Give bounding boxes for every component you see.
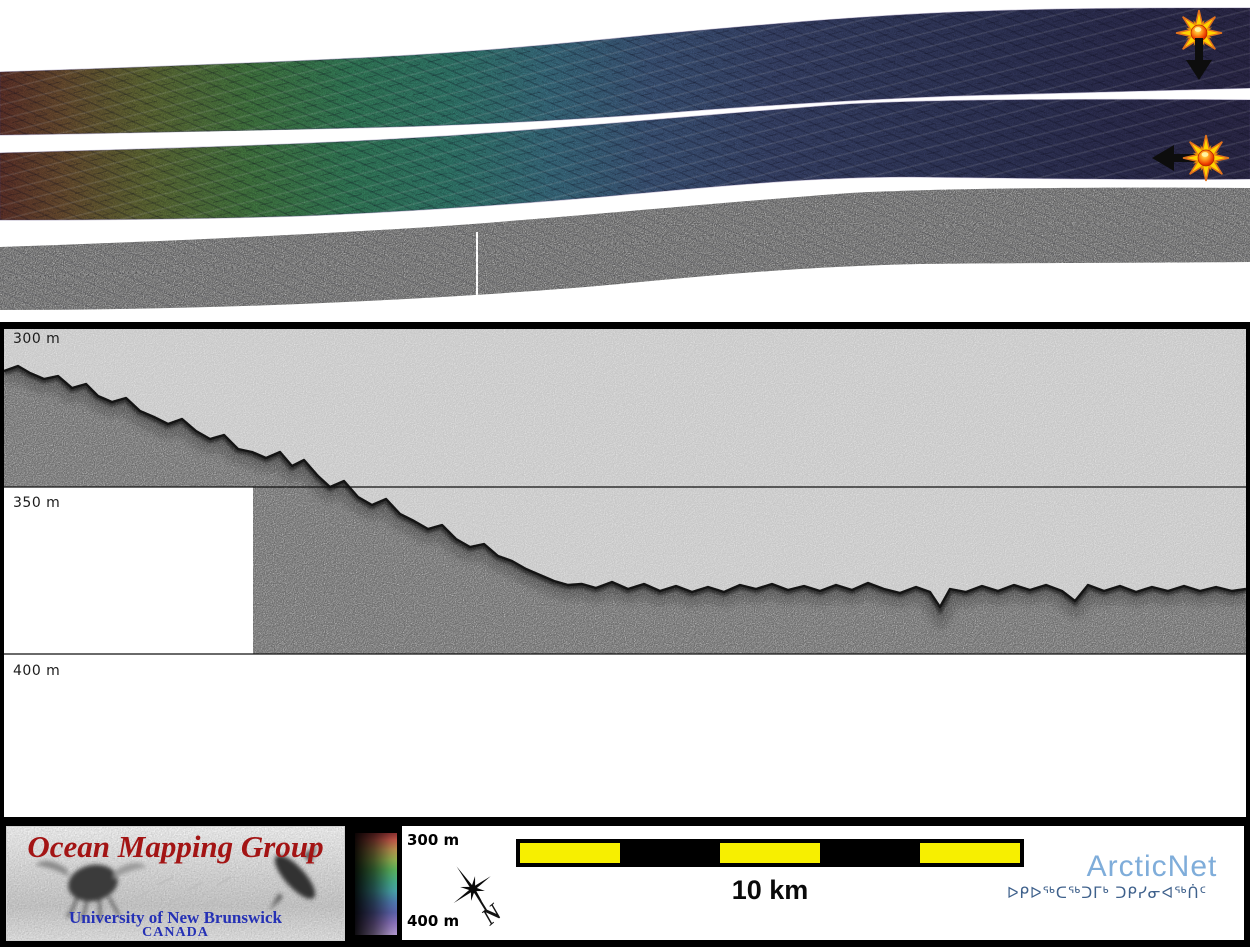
omg-title: Ocean Mapping Group [27,829,324,864]
arcticnet-inuktitut-text: ᐅᑭᐅᖅᑕᖅᑐᒥᒃ ᑐᑭᓯᓂᐊᖅᑏᑦ [1007,884,1207,902]
depth-label-400m: 400 m [13,663,61,679]
seafloor-trace [3,364,1247,609]
legend-panel: 300 m 400 m N 10 km ArcticNet ᐅᑭᐅᖅᑕᖅᑐᒥᒃ … [402,826,1244,940]
colorbar-label-300m: 300 m [407,831,460,849]
scale-bar-segment [720,843,820,863]
north-arrow-icon: N [453,866,508,931]
arcticnet-logo: ArcticNet [1086,850,1218,883]
sun-illumination-down-icon [1175,9,1223,80]
colorbar-label-400m: 400 m [407,912,460,930]
sidescan-streaks [134,876,232,908]
subbottom-profile-panel: 300 m 350 m 400 m [0,322,1250,823]
profile-border-top [0,322,1250,329]
scale-bar-segment [920,843,1020,863]
depth-label-350m: 350 m [13,495,61,511]
fish-silhouette-right [269,845,317,911]
scale-bar-segment [620,843,720,863]
omg-logo-backdrop [7,827,344,940]
arrow-down-icon [1186,38,1212,80]
depth-colorbar [355,833,397,935]
omg-university: University of New Brunswick [69,908,282,927]
arrow-left-icon [1152,145,1206,171]
omg-country: CANADA [142,925,209,940]
scale-bar-label: 10 km [731,875,809,905]
omg-logo: Ocean Mapping Group University of New Br… [6,826,345,941]
depth-label-300m: 300 m [13,331,61,347]
sun-illumination-left-icon [1152,134,1230,182]
scale-bar [516,839,1024,867]
profile-border-right [1246,322,1250,823]
legend-bar: Ocean Mapping Group University of New Br… [0,823,1250,947]
fish-silhouette-left [35,860,147,922]
subbottom-profile-plot [0,322,1250,823]
profile-border-bottom [0,817,1250,823]
scale-bar-segment [820,843,920,863]
scale-bar-segment [520,843,620,863]
swath-strips [0,7,1250,310]
profile-border-left [0,322,4,823]
